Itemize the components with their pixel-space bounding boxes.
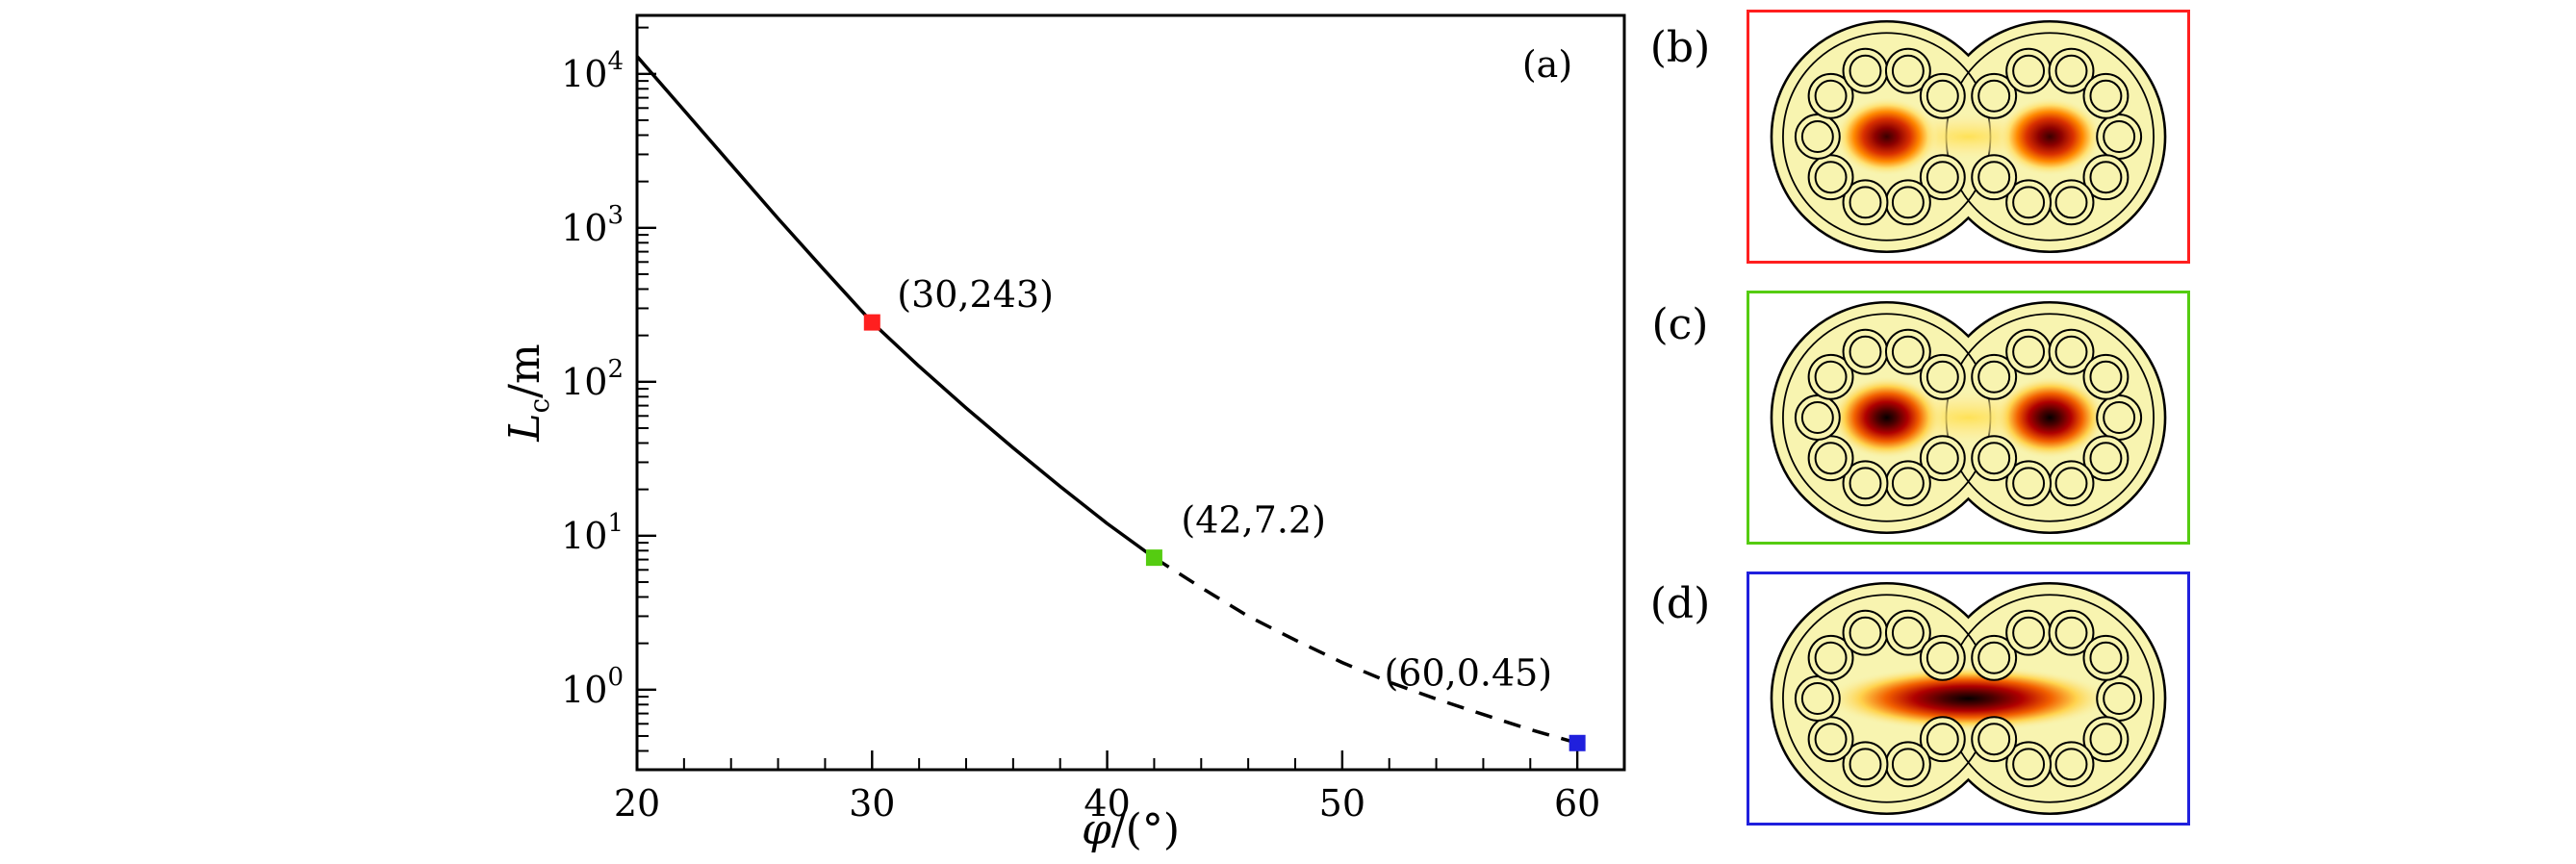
air-hole-inner-ring [1814, 442, 1848, 475]
air-hole-inner-ring [1800, 682, 1834, 715]
data-marker [1569, 734, 1586, 751]
air-hole-inner-ring [1926, 723, 1959, 756]
air-hole-inner-ring [2089, 360, 2123, 394]
curve-solid [635, 55, 1156, 560]
point-annotation: (42,7.2) [1181, 499, 1326, 542]
air-hole-inner-ring [1891, 616, 1925, 649]
air-hole-inner-ring [1977, 79, 2011, 113]
air-hole-inner-ring [1891, 54, 1925, 88]
air-hole-inner-ring [2089, 442, 2123, 475]
x-tick-label: 40 [1084, 782, 1130, 825]
air-hole-inner-ring [1977, 442, 2011, 475]
air-hole-inner-ring [2089, 79, 2123, 113]
air-hole-inner-ring [2054, 335, 2088, 368]
mode-field [1998, 97, 2103, 176]
x-tick-label: 60 [1554, 782, 1600, 825]
y-tick-label: 101 [561, 509, 624, 557]
x-tick-label: 20 [614, 782, 660, 825]
point-annotation: (60,0.45) [1384, 651, 1552, 694]
air-hole-inner-ring [1926, 79, 1959, 113]
air-hole-inner-ring [2054, 186, 2088, 219]
air-hole-inner-ring [2103, 120, 2136, 153]
fiber-cross-section-b [1770, 20, 2167, 253]
data-marker [863, 314, 880, 331]
curve-dashed [1153, 556, 1578, 745]
air-hole-inner-ring [1926, 641, 1959, 674]
y-tick-label: 102 [561, 355, 624, 403]
air-hole-inner-ring [1891, 186, 1925, 219]
mode-field [1830, 376, 1943, 459]
air-hole-inner-ring [1926, 360, 1959, 394]
air-hole-inner-ring [2012, 748, 2046, 781]
air-hole-inner-ring [2089, 161, 2123, 194]
coupling-length-chart: 20 30 40 50 60 100 101 102 103 104 (30,243) (42,7.2… [500, 13, 1626, 854]
air-hole-inner-ring [1977, 723, 2011, 756]
fiber-cross-section-d [1770, 582, 2167, 815]
air-hole-inner-ring [2012, 467, 2046, 500]
air-hole-inner-ring [1814, 79, 1848, 113]
y-tick-label: 100 [561, 663, 624, 711]
air-hole-inner-ring [1849, 186, 1882, 219]
mode-field-panel-b [1747, 10, 2190, 264]
inner-cladding-circle [1782, 594, 1992, 803]
axis-ticks [635, 26, 1579, 770]
air-hole-inner-ring [1849, 335, 1882, 368]
data-marker [1145, 549, 1162, 567]
air-hole-inner-ring [1977, 360, 2011, 394]
mode-field-panel-c [1747, 291, 2190, 545]
air-hole-inner-ring [1814, 360, 1848, 394]
x-tick-label: 30 [849, 782, 895, 825]
air-hole-inner-ring [2012, 186, 2046, 219]
air-hole-inner-ring [1849, 467, 1882, 500]
air-hole-inner-ring [1977, 641, 2011, 674]
air-hole-inner-ring [1891, 467, 1925, 500]
point-annotation: (30,243) [897, 273, 1054, 316]
air-hole-inner-ring [1800, 120, 1834, 153]
x-tick-label: 50 [1319, 782, 1365, 825]
air-hole-inner-ring [2012, 54, 2046, 88]
y-tick-label: 104 [561, 47, 624, 95]
y-tick-label: 103 [561, 201, 624, 249]
air-hole-inner-ring [1926, 161, 1959, 194]
air-hole-inner-ring [1800, 401, 1834, 434]
air-hole-inner-ring [1977, 161, 2011, 194]
air-hole-inner-ring [1814, 723, 1848, 756]
panel-label-b: (b) [1649, 23, 1711, 72]
air-hole-inner-ring [1814, 641, 1848, 674]
air-hole-inner-ring [2054, 616, 2088, 649]
air-hole-inner-ring [1849, 616, 1882, 649]
air-hole-inner-ring [1814, 161, 1848, 194]
panel-label-d: (d) [1649, 579, 1711, 628]
x-axis-label: φ/(°) [1082, 805, 1180, 854]
mode-field [1834, 97, 1939, 176]
air-hole-inner-ring [2089, 641, 2123, 674]
panel-label-a: (a) [1522, 43, 1572, 86]
air-hole-inner-ring [2054, 748, 2088, 781]
air-hole-inner-ring [1891, 335, 1925, 368]
mode-field [1825, 666, 2111, 731]
plot-frame [635, 13, 1626, 772]
air-hole-inner-ring [2054, 54, 2088, 88]
air-hole-inner-ring [2103, 401, 2136, 434]
air-hole-inner-ring [1891, 748, 1925, 781]
mode-field [1994, 376, 2106, 459]
air-hole-inner-ring [1849, 54, 1882, 88]
fiber-cross-section-c [1770, 301, 2167, 534]
air-hole-inner-ring [2089, 723, 2123, 756]
air-hole-inner-ring [2103, 682, 2136, 715]
y-axis-label: Lc/m [500, 343, 555, 442]
air-hole-inner-ring [2054, 467, 2088, 500]
air-hole-inner-ring [1926, 442, 1959, 475]
air-hole-inner-ring [1849, 748, 1882, 781]
panel-label-c: (c) [1651, 300, 1709, 349]
air-hole-inner-ring [2012, 616, 2046, 649]
air-hole-inner-ring [2012, 335, 2046, 368]
mode-field-panel-d [1747, 572, 2190, 826]
